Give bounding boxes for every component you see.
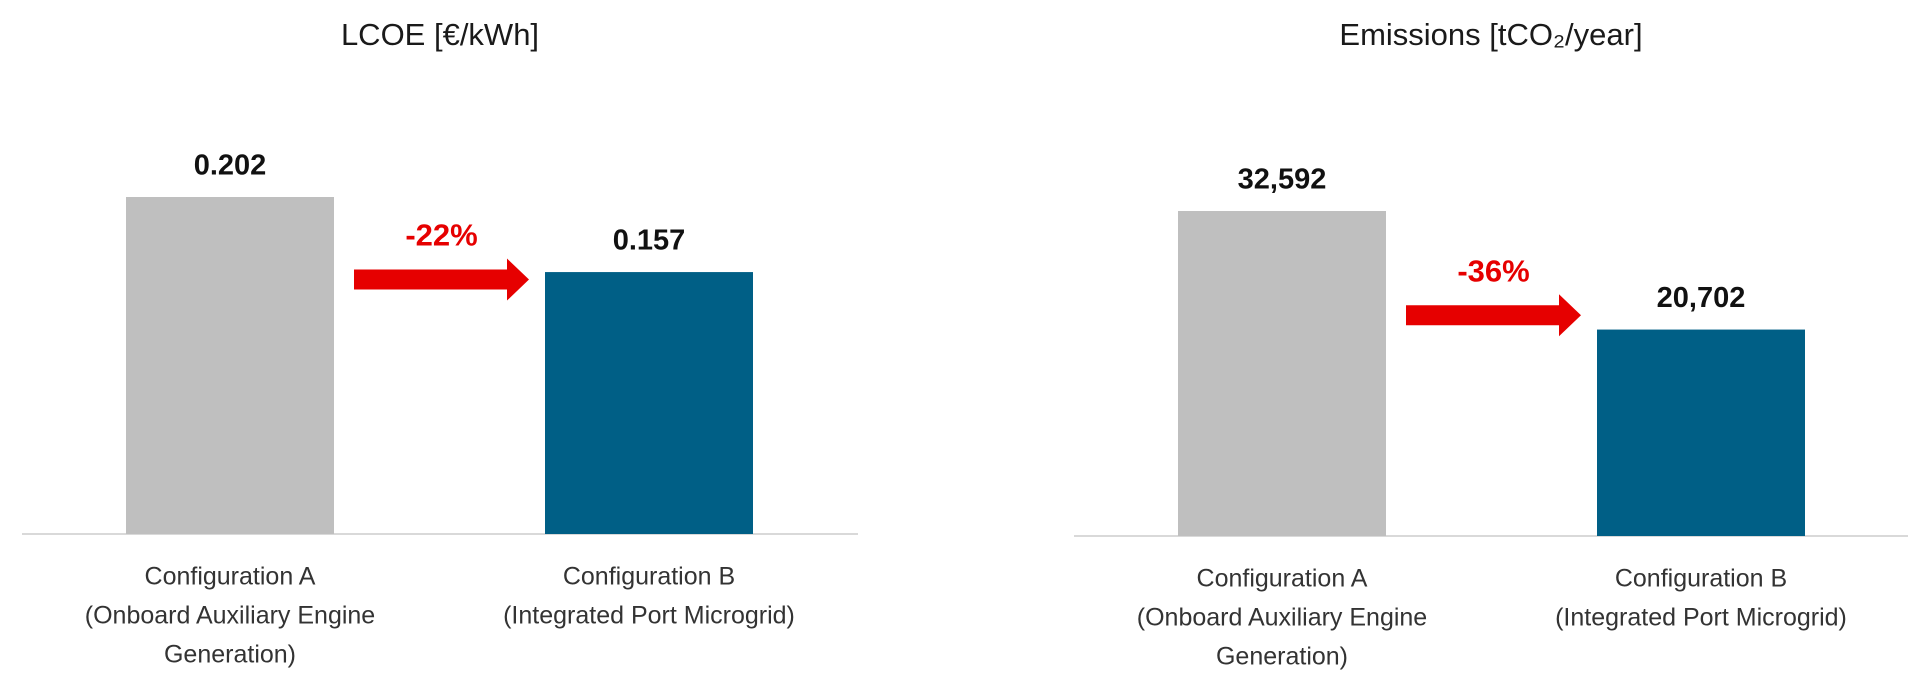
x-tick-label: Generation)	[164, 641, 296, 669]
bar	[1597, 329, 1805, 536]
x-tick-label: Configuration B	[563, 563, 735, 591]
change-annotation: -22%	[405, 218, 477, 253]
x-tick-label: (Onboard Auxiliary Engine	[85, 602, 375, 630]
x-tick-label: Configuration B	[1615, 565, 1787, 593]
value-label: 0.202	[194, 150, 267, 182]
x-tick-label: (Integrated Port Microgrid)	[503, 602, 795, 630]
change-arrow	[354, 258, 529, 301]
x-tick-label: Generation)	[1216, 643, 1348, 671]
chart-title: Emissions [tCO₂/year]	[1339, 17, 1642, 52]
value-label: 32,592	[1238, 164, 1327, 196]
x-tick-label: Configuration A	[145, 563, 316, 591]
bar	[545, 272, 753, 534]
x-tick-label: Configuration A	[1197, 565, 1368, 593]
change-annotation: -36%	[1457, 253, 1529, 288]
bar	[1178, 211, 1386, 536]
x-tick-label: (Onboard Auxiliary Engine	[1137, 604, 1427, 632]
bar	[126, 197, 334, 534]
value-label: 0.157	[613, 225, 686, 257]
value-label: 20,702	[1657, 282, 1746, 314]
chart-title: LCOE [€/kWh]	[341, 17, 539, 52]
change-arrow	[1406, 294, 1581, 337]
x-tick-label: (Integrated Port Microgrid)	[1555, 604, 1847, 632]
